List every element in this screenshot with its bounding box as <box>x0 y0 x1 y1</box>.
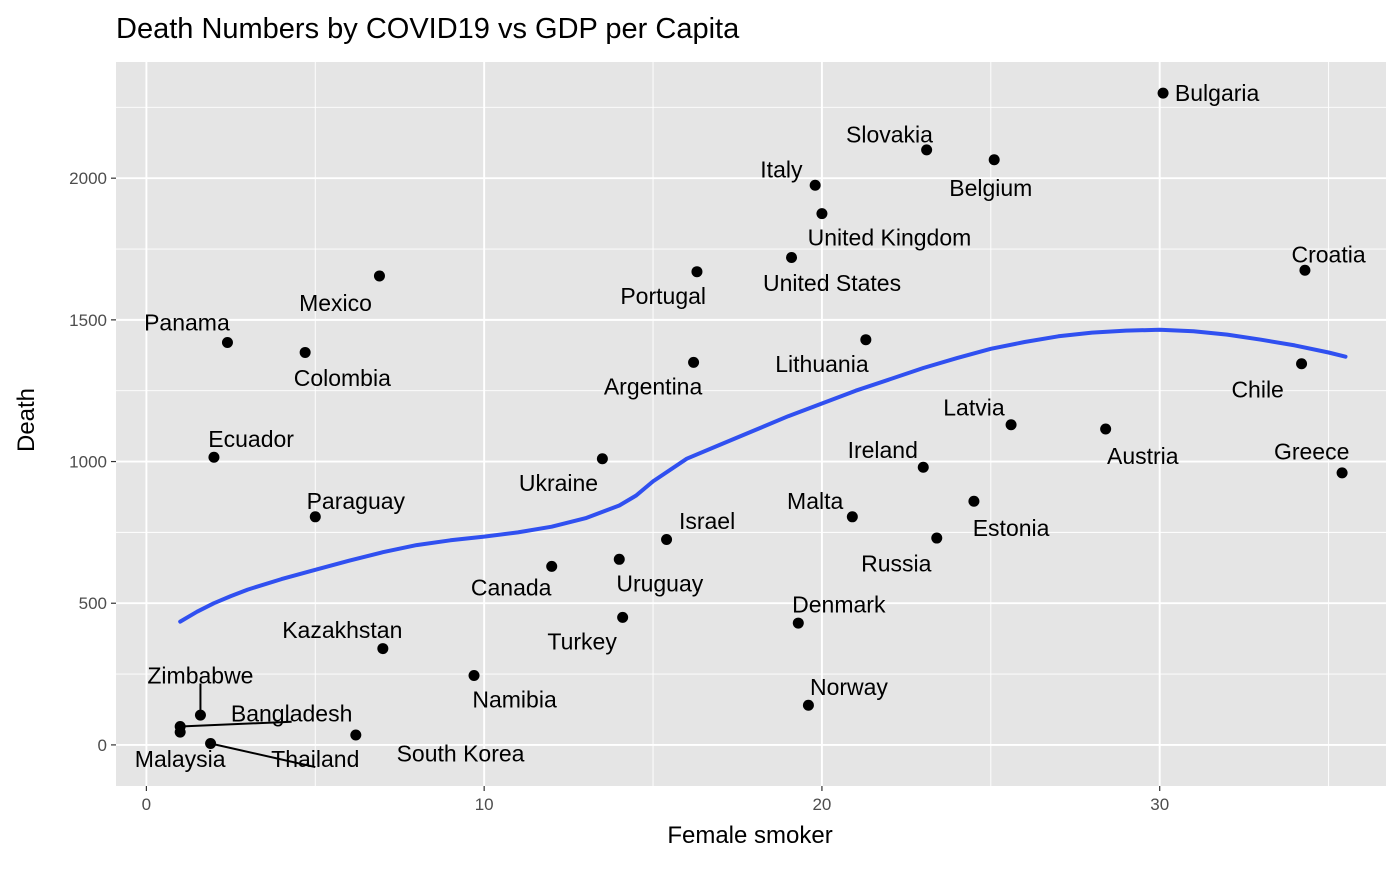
point-ecuador <box>208 451 220 463</box>
trend-line-group <box>178 327 1348 624</box>
label-croatia: Croatia <box>1292 242 1366 268</box>
y-axis-title: Death <box>13 388 40 452</box>
label-norway: Norway <box>810 674 888 700</box>
point-italy <box>809 179 821 191</box>
point-lithuania <box>860 334 872 346</box>
point-labels: Bulgaria Slovakia Belgium Italy United Kingd… <box>135 80 1366 772</box>
point-belgium <box>988 154 1000 166</box>
grid-minor <box>116 62 1386 786</box>
point-mexico <box>373 270 385 282</box>
point-bulgaria <box>1157 87 1169 99</box>
point-austria <box>1100 423 1112 435</box>
label-bangladesh: Bangladesh <box>231 701 353 727</box>
label-italy: Italy <box>760 157 803 183</box>
point-croatia <box>1299 264 1311 276</box>
connector-bangladesh <box>180 720 292 728</box>
label-argentina: Argentina <box>604 373 703 399</box>
point-estonia <box>968 495 980 507</box>
grid-major <box>116 62 1386 786</box>
label-thailand: Thailand <box>271 746 359 772</box>
label-turkey: Turkey <box>547 628 617 654</box>
y-tick-label: 2000 <box>69 169 107 188</box>
label-paraguay: Paraguay <box>307 488 406 514</box>
point-ukraine <box>596 453 608 465</box>
label-latvia: Latvia <box>943 395 1005 421</box>
label-ireland: Ireland <box>848 437 918 463</box>
point-israel <box>661 533 673 545</box>
point-kazakhstan <box>377 643 389 655</box>
label-portugal: Portugal <box>620 283 706 309</box>
label-zimbabwe: Zimbabwe <box>147 662 253 688</box>
point-slovakia <box>921 144 933 156</box>
point-colombia <box>299 346 311 358</box>
label-namibia: Namibia <box>472 687 557 713</box>
label-slovakia: Slovakia <box>846 121 933 147</box>
point-greece <box>1336 467 1348 479</box>
label-colombia: Colombia <box>294 365 391 391</box>
point-latvia <box>1005 419 1017 431</box>
label-malaysia: Malaysia <box>135 746 226 772</box>
label-ukraine: Ukraine <box>519 470 598 496</box>
x-axis-title: Female smoker <box>667 822 832 849</box>
point-russia <box>931 532 943 544</box>
label-united-kingdom: United Kingdom <box>808 225 972 251</box>
label-malta: Malta <box>787 488 843 514</box>
axis-ticks <box>111 177 1161 791</box>
point-united-states <box>786 252 798 264</box>
plot-panel <box>116 62 1386 786</box>
point-ireland <box>917 461 929 473</box>
y-tick-label: 500 <box>79 594 107 613</box>
point-malta <box>846 511 858 523</box>
label-united-states: United States <box>763 270 901 296</box>
point-zimbabwe <box>194 709 206 721</box>
chart-title: Death Numbers by COVID19 vs GDP per Capi… <box>116 13 740 45</box>
point-chile <box>1296 358 1308 370</box>
tick-labels: 0 10 20 30 0 500 1000 1500 2000 <box>69 169 1169 814</box>
label-canada: Canada <box>471 575 552 601</box>
label-chile: Chile <box>1231 376 1283 402</box>
point-turkey <box>617 611 629 623</box>
point-united-kingdom <box>816 208 828 220</box>
label-russia: Russia <box>861 551 932 577</box>
point-norway <box>802 699 814 711</box>
label-south-korea: South Korea <box>397 740 525 766</box>
label-estonia: Estonia <box>973 515 1050 541</box>
label-panama: Panama <box>144 310 230 336</box>
data-points <box>174 87 1348 749</box>
point-denmark <box>792 617 804 629</box>
point-thailand <box>205 737 217 749</box>
label-ecuador: Ecuador <box>208 426 294 452</box>
point-argentina <box>688 356 700 368</box>
label-kazakhstan: Kazakhstan <box>282 617 402 643</box>
label-denmark: Denmark <box>792 592 886 618</box>
trend-line <box>178 327 1348 624</box>
point-portugal <box>691 266 703 278</box>
label-greece: Greece <box>1274 439 1349 465</box>
point-namibia <box>468 669 480 681</box>
label-mexico: Mexico <box>299 290 372 316</box>
y-tick-label: 1000 <box>69 453 107 472</box>
point-uruguay <box>613 553 625 565</box>
x-tick-label: 0 <box>142 795 151 814</box>
x-tick-label: 20 <box>812 795 831 814</box>
point-malaysia <box>174 726 186 738</box>
point-canada <box>546 560 558 572</box>
x-tick-label: 10 <box>475 795 494 814</box>
label-austria: Austria <box>1107 443 1179 469</box>
y-tick-label: 1500 <box>69 311 107 330</box>
label-israel: Israel <box>679 508 735 534</box>
y-tick-label: 0 <box>98 736 107 755</box>
label-uruguay: Uruguay <box>616 570 703 596</box>
label-bulgaria: Bulgaria <box>1175 80 1260 106</box>
connector-thailand <box>210 742 316 769</box>
label-belgium: Belgium <box>949 175 1032 201</box>
label-lithuania: Lithuania <box>775 351 869 377</box>
point-paraguay <box>309 511 321 523</box>
x-tick-label: 30 <box>1150 795 1169 814</box>
point-panama <box>221 337 233 349</box>
point-south-korea <box>350 729 362 741</box>
